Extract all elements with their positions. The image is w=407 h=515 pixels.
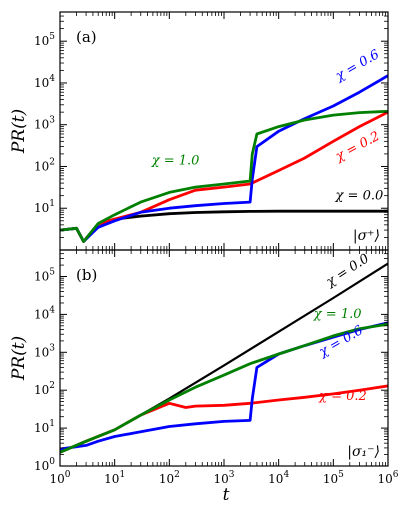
series-annotation: χ = 0.0 — [335, 189, 384, 204]
x-tick-label: 103 — [213, 470, 234, 486]
plot-frame — [59, 11, 389, 251]
y-tick-label: 102 — [34, 381, 55, 397]
series-group — [60, 262, 388, 454]
x-tick-label: 104 — [268, 470, 289, 486]
series-line-3 — [60, 109, 388, 243]
series-annotation: χ = 0.0 — [323, 251, 372, 290]
y-tick-label: 105 — [34, 32, 55, 48]
panel-label: (a) — [76, 28, 97, 46]
series-annotation: χ = 0.2 — [332, 129, 382, 165]
state-label: |σ₁⁻⟩ — [347, 444, 380, 460]
x-tick-label: 100 — [49, 470, 70, 486]
y-tick-label: 103 — [34, 116, 55, 132]
x-tick-label: 106 — [377, 470, 398, 486]
y-axis-label: PR(t) — [9, 336, 29, 381]
series-annotation: χ = 0.2 — [318, 389, 367, 404]
series-line-0 — [60, 262, 388, 454]
y-tick-label: 102 — [34, 157, 55, 173]
x-tick-label: 105 — [323, 470, 344, 486]
y-tick-label: 104 — [34, 305, 55, 321]
series-annotation: χ = 1.0 — [151, 154, 200, 169]
series-group — [60, 74, 388, 243]
y-tick-label: 101 — [34, 199, 55, 215]
series-annotation: χ = 1.0 — [313, 307, 362, 322]
state-label: |σ⁺⟩ — [353, 228, 380, 244]
y-tick-label: 104 — [34, 74, 55, 90]
x-tick-label: 102 — [159, 470, 180, 486]
y-tick-label: 103 — [34, 343, 55, 359]
y-tick-label: 105 — [34, 267, 55, 283]
x-axis-label: t — [223, 485, 230, 505]
y-axis-label: PR(t) — [9, 109, 29, 154]
panel-b: 100 101 102 103 104 105 106 100 101 102 103 104 105 P… — [9, 249, 399, 486]
panel-label: (b) — [76, 266, 97, 284]
series-line-0 — [60, 209, 388, 243]
y-tick-label: 101 — [34, 419, 55, 435]
series-annotation: χ = 0.6 — [316, 323, 366, 360]
series-annotation: χ = 0.6 — [332, 47, 382, 84]
series-line-2 — [60, 74, 388, 243]
y-tick-label: 100 — [34, 457, 55, 473]
series-line-3 — [60, 322, 388, 454]
x-tick-label: 101 — [104, 470, 125, 486]
